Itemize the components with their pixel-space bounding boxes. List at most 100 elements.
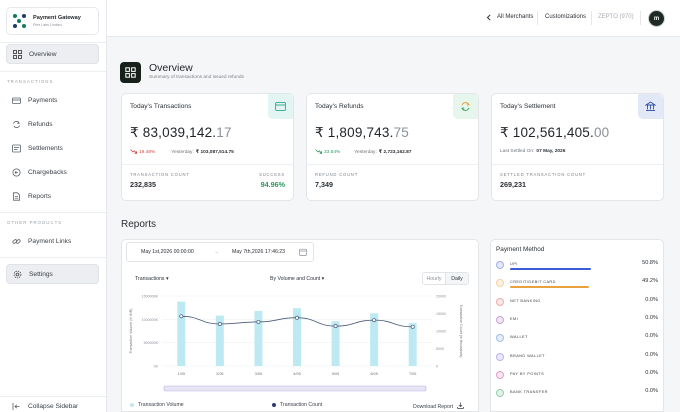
merchant-name: ZEPTO (970) (598, 14, 634, 20)
sidebar-item-settlements[interactable]: Settlements (6, 138, 99, 158)
date-range-picker[interactable]: May 1st,2026 00:00:00 → May 7th,2026 17:… (126, 242, 314, 262)
payment-method-row: PAY BY POINTS 0.0% (496, 369, 658, 383)
payment-method-percent: 49.2% (642, 278, 658, 285)
payment-method-row: NET BANKING 0.0% (496, 296, 658, 310)
sidebar-item-payments[interactable]: Payments (6, 90, 99, 110)
transactions-comparison: 19.48% Yesterday: ₹ 103,087,514.75 (130, 149, 234, 156)
mode-select[interactable]: By Volume and Count ▾ (270, 276, 324, 282)
payment-method-row: EMI 0.0% (496, 314, 658, 328)
sidebar-item-overview[interactable]: Overview (6, 44, 99, 64)
divider (537, 11, 538, 25)
sidebar-item-label: Refunds (28, 120, 53, 128)
payment-method-percent: 0.0% (645, 296, 658, 303)
y-tick-label: 0K (154, 365, 159, 369)
count-point (410, 324, 415, 329)
chevron-down-icon: ▾ (321, 276, 325, 282)
refunds-amount: ₹ 1,809,743.75 (315, 125, 409, 140)
payment-method-name: PAY BY POINTS (510, 370, 545, 376)
sidebar-item-label: Settlements (28, 144, 63, 152)
payment-method-percent: 50.8% (642, 260, 658, 266)
sidebar-item-label: Chargebacks (28, 168, 67, 176)
volume-bar (370, 313, 379, 366)
payment-method-icon (496, 334, 504, 343)
payment-method-percent: 0.0% (645, 351, 658, 358)
divider (0, 71, 106, 72)
overview-icon (120, 62, 141, 83)
trend-down-icon (315, 149, 322, 156)
payment-method-percent: 0.0% (645, 369, 658, 376)
y-tick-label: 1500000K (142, 295, 159, 299)
avatar[interactable]: m (648, 10, 665, 27)
sidebar-item-reports[interactable]: Reports (6, 186, 99, 206)
bank-icon (638, 94, 663, 119)
change-percent: 33.54% (324, 150, 341, 155)
grid-icon (13, 49, 22, 59)
payment-method-icon (496, 315, 504, 324)
collapse-icon (12, 402, 21, 411)
payment-method-icon (496, 352, 504, 361)
x-tick-label: 7/05 (409, 372, 416, 376)
payment-method-name: UPI (510, 261, 518, 266)
toggle-hourly[interactable]: Hourly (423, 273, 446, 284)
change-percent: 19.48% (139, 150, 156, 155)
yesterday-label: Yesterday: (171, 150, 194, 155)
payments-icon (12, 96, 21, 105)
volume-bar (293, 308, 301, 366)
date-to[interactable]: May 7th,2026 17:46:23 (232, 249, 286, 255)
sidebar-item-refunds[interactable]: Refunds (6, 114, 99, 134)
yesterday-value: ₹ 2,723,162.87 (378, 150, 412, 155)
settlement-icon (12, 144, 21, 153)
last-settled: Last Settled On: 07 May, 2026 (500, 149, 565, 154)
x-tick-label: 2/05 (216, 372, 223, 376)
calendar-icon[interactable] (299, 248, 307, 258)
refunds-comparison: 33.54% Yesterday: ₹ 2,723,162.87 (315, 149, 411, 156)
link-icon (12, 237, 21, 246)
payment-method-icon (496, 389, 504, 398)
y-right-tick-label: 0 (436, 365, 438, 369)
success-label: SUCCESS (259, 172, 285, 177)
payment-method-title: Payment Method (496, 246, 545, 253)
payment-method-row: WALLET 0.0% (496, 332, 658, 346)
metric-select-value: Transactions (135, 276, 165, 282)
count-point (333, 324, 338, 329)
sidebar: Payment Gateway Pine Labs Limited Overvi… (0, 0, 107, 412)
x-tick-label: 1/05 (178, 372, 185, 376)
metric-select[interactable]: Transactions ▾ (135, 276, 169, 282)
divider (0, 212, 106, 213)
sidebar-item-settings[interactable]: Settings (6, 264, 99, 284)
payment-method-name: CREDIT/DEBIT CARD (510, 279, 556, 285)
y-right-tick-label: 5000 (436, 347, 444, 351)
section-label-other-products: OTHER PRODUCTS (7, 220, 63, 225)
transactions-chart: 0K 500000K 1000000K 1500000K 0 5000 10000 15000… (129, 295, 463, 392)
card-payment-icon (268, 94, 293, 119)
date-from[interactable]: May 1st,2026 00:00:00 (141, 249, 194, 255)
date-separator: → (214, 249, 220, 255)
payment-method-name: BRAND WALLET (510, 352, 545, 358)
sidebar-item-chargebacks[interactable]: Chargebacks (6, 162, 99, 182)
trend-down-icon (130, 149, 137, 156)
sidebar-item-label: Payments (28, 96, 58, 104)
payment-method-icon (496, 279, 504, 288)
customizations-link[interactable]: Customizations (545, 14, 587, 20)
merchant-switcher[interactable]: Payment Gateway Pine Labs Limited (6, 7, 99, 35)
chargeback-icon (12, 168, 21, 177)
payment-method-name: WALLET (510, 334, 528, 340)
transactions-amount: ₹ 83,039,142.17 (130, 125, 232, 140)
volume-bar (177, 301, 186, 366)
collapse-sidebar-button[interactable]: Collapse Sidebar (6, 398, 99, 412)
topbar: All Merchants Customizations ZEPTO (970)… (107, 0, 680, 37)
toggle-daily[interactable]: Daily (446, 273, 468, 284)
yesterday-label: Yesterday: (354, 150, 377, 155)
brand-title: Payment Gateway (33, 15, 81, 21)
sidebar-item-label: Reports (28, 192, 52, 200)
payment-method-icon (496, 261, 504, 269)
back-icon[interactable] (486, 14, 492, 23)
download-report-button[interactable]: Download Report (413, 402, 464, 411)
sidebar-item-payment-links[interactable]: Payment Links (6, 231, 99, 251)
todays-refunds-card: Today's Refunds ₹ 1,809,743.75 33.54% Ye… (306, 93, 479, 201)
all-merchants-link[interactable]: All Merchants (497, 14, 534, 20)
divider (307, 164, 478, 165)
report-icon (12, 191, 21, 201)
count-point (217, 322, 222, 326)
divider (640, 11, 641, 25)
